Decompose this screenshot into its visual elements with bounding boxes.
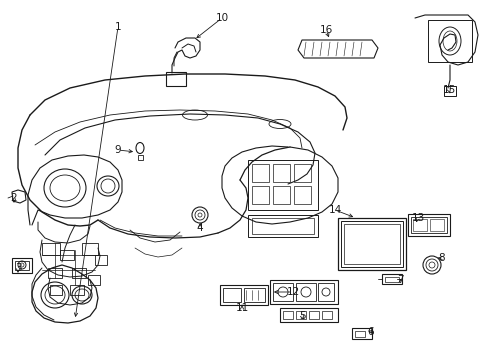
Text: 4: 4: [196, 223, 203, 233]
Bar: [244, 288, 264, 302]
Bar: [88, 275, 100, 285]
Bar: [381, 274, 401, 284]
Bar: [165, 72, 185, 86]
Bar: [280, 308, 337, 322]
Bar: [272, 186, 289, 204]
Text: 7: 7: [396, 275, 403, 285]
Bar: [293, 186, 310, 204]
Bar: [407, 214, 449, 236]
Bar: [15, 261, 29, 270]
Bar: [351, 328, 371, 339]
Text: 9: 9: [115, 145, 121, 155]
Bar: [337, 218, 405, 270]
Bar: [251, 186, 268, 204]
Bar: [95, 255, 107, 265]
Bar: [429, 219, 443, 231]
Bar: [251, 218, 313, 234]
Text: 12: 12: [286, 287, 299, 297]
Text: 5: 5: [298, 311, 305, 321]
Bar: [60, 250, 74, 260]
Bar: [384, 277, 398, 282]
Text: 8: 8: [438, 253, 445, 263]
Bar: [308, 311, 318, 319]
Bar: [247, 160, 317, 210]
Text: 10: 10: [215, 13, 228, 23]
Bar: [283, 311, 292, 319]
Bar: [410, 217, 446, 233]
Bar: [412, 219, 426, 231]
Text: 16: 16: [319, 25, 332, 35]
Text: 3: 3: [15, 263, 21, 273]
Bar: [251, 164, 268, 182]
Text: 14: 14: [328, 205, 341, 215]
Text: 15: 15: [442, 85, 455, 95]
Bar: [354, 331, 364, 337]
Bar: [340, 221, 402, 267]
Bar: [12, 258, 32, 273]
Bar: [82, 243, 98, 255]
Text: 6: 6: [367, 327, 373, 337]
Bar: [321, 311, 331, 319]
Bar: [72, 268, 86, 278]
Bar: [427, 20, 471, 62]
Bar: [295, 311, 305, 319]
Bar: [317, 283, 333, 301]
Text: 2: 2: [11, 193, 17, 203]
Bar: [443, 86, 455, 96]
Text: 11: 11: [235, 303, 248, 313]
Bar: [48, 268, 62, 278]
Text: 13: 13: [410, 213, 424, 223]
Bar: [269, 280, 337, 304]
Bar: [272, 283, 292, 301]
Bar: [42, 243, 60, 255]
Bar: [247, 215, 317, 237]
Bar: [223, 288, 241, 302]
Bar: [272, 164, 289, 182]
Bar: [295, 283, 315, 301]
Text: 1: 1: [115, 22, 121, 32]
Bar: [293, 164, 310, 182]
Bar: [138, 155, 142, 160]
Bar: [70, 285, 84, 295]
Bar: [220, 285, 267, 305]
Bar: [343, 224, 399, 264]
Bar: [50, 285, 62, 295]
